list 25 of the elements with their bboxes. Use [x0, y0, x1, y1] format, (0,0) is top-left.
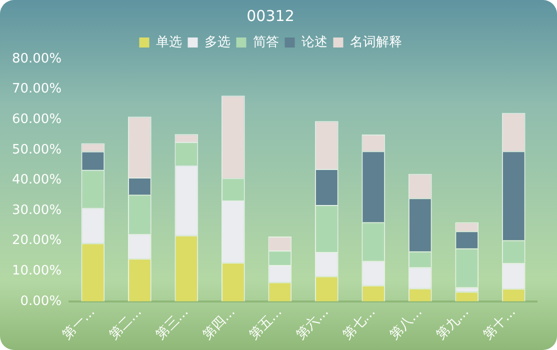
- legend-label: 简答: [252, 34, 279, 50]
- y-tick-label: 20.00%: [12, 233, 62, 248]
- y-tick-label: 40.00%: [12, 172, 62, 188]
- x-tick-label: 第六…: [294, 304, 332, 343]
- x-tick-label: 第一…: [60, 304, 98, 343]
- legend-label: 多选: [204, 34, 230, 50]
- chart-title: 00312: [246, 6, 294, 25]
- x-tick-label: 第十…: [480, 304, 519, 343]
- x-tick-label: 第八…: [387, 304, 426, 343]
- x-tick-label: 第九…: [434, 304, 472, 343]
- legend-label: 论述: [301, 34, 328, 50]
- y-tick-label: 50.00%: [12, 142, 62, 158]
- legend-label: 名词解释: [350, 34, 402, 50]
- y-tick-label: 0.00%: [20, 294, 62, 309]
- y-tick-label: 10.00%: [12, 263, 62, 278]
- x-tick-label: 第三…: [153, 304, 192, 343]
- y-tick-label: 30.00%: [12, 202, 62, 218]
- y-tick-label: 60.00%: [12, 112, 62, 127]
- x-tick-label: 第五…: [246, 304, 286, 343]
- legend-label: 单选: [156, 34, 182, 50]
- y-tick-label: 70.00%: [12, 82, 62, 97]
- x-tick-label: 第七…: [340, 304, 379, 343]
- y-tick-label: 80.00%: [12, 51, 62, 66]
- x-tick-label: 第二…: [106, 304, 145, 343]
- x-tick-label: 第四…: [200, 304, 238, 343]
